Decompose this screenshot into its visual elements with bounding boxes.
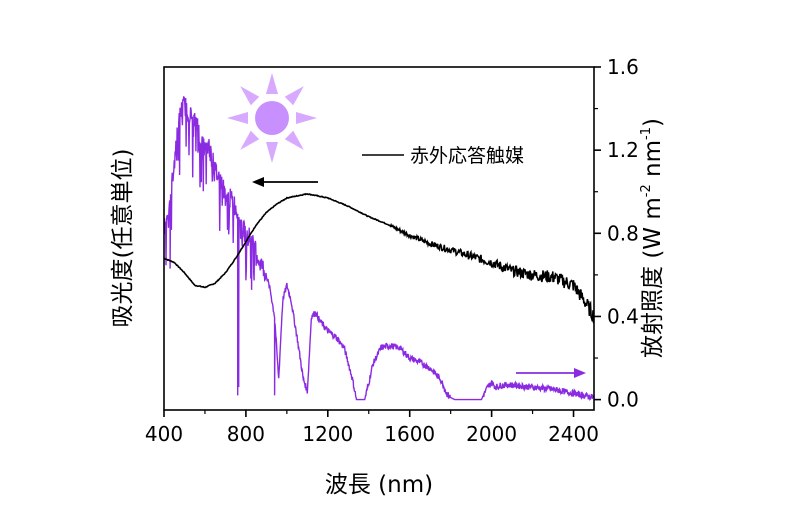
sun-ray <box>266 73 278 94</box>
sun-ray <box>266 142 278 163</box>
y-axis-right-title-sup1: -2 <box>639 184 654 197</box>
x-tick-label: 2400 <box>548 422 599 446</box>
sun-ray <box>284 130 304 150</box>
sun-icon <box>227 73 317 163</box>
y-tick-label-right: 0.0 <box>607 388 639 412</box>
x-tick-label: 1600 <box>384 422 435 446</box>
y-tick-label-right: 1.6 <box>607 55 639 79</box>
y-axis-right: 0.0 0.4 0.8 1.2 1.6 <box>594 55 639 412</box>
y-axis-right-title-close: ) <box>640 118 666 127</box>
y-axis-right-title-sup2: -1 <box>639 127 654 140</box>
sun-ray <box>240 130 260 150</box>
legend-label: 赤外応答触媒 <box>410 145 524 167</box>
arrow-right-icon <box>516 368 586 378</box>
y-tick-label-right: 1.2 <box>607 138 639 162</box>
plot-frame <box>163 66 595 411</box>
x-axis: 400 800 1200 1600 2000 2400 <box>145 410 599 446</box>
x-tick-label: 1200 <box>302 422 353 446</box>
series-line-catalyst <box>164 192 594 324</box>
x-tick-label: 800 <box>227 422 265 446</box>
y-tick-label-right: 0.8 <box>607 221 639 245</box>
y-axis-left-title: 吸光度(任意単位) <box>110 149 136 328</box>
sun-ray <box>227 112 248 124</box>
arrow-left-icon <box>252 177 318 187</box>
x-tick-label: 400 <box>145 422 183 446</box>
y-axis-right-title-main: 放射照度 (W m <box>640 197 666 358</box>
x-tick-label: 2000 <box>466 422 517 446</box>
sun-ray <box>296 112 317 124</box>
y-tick-label-right: 0.4 <box>607 304 639 328</box>
legend: 赤外応答触媒 <box>362 145 524 167</box>
y-axis-right-title-nm: nm <box>640 140 666 184</box>
series-line-irradiance <box>164 95 594 401</box>
y-axis-right-title: 放射照度 (W m-2 nm-1) <box>639 118 666 358</box>
x-axis-title: 波長 (nm) <box>325 472 433 498</box>
sun-ray <box>284 86 304 106</box>
sun-ray <box>240 86 260 106</box>
